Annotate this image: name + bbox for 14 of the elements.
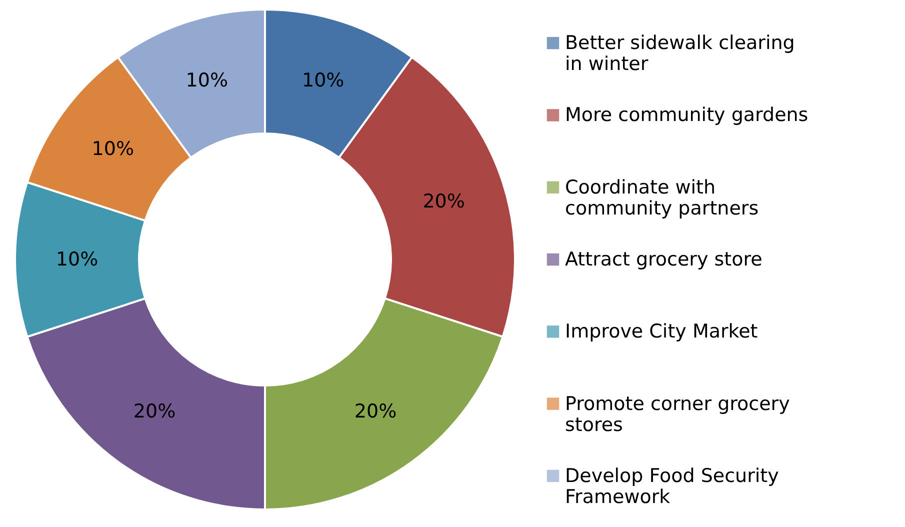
data-label: 10% xyxy=(302,70,344,92)
data-label: 20% xyxy=(422,190,465,212)
data-label: 20% xyxy=(354,400,397,423)
legend-label: Coordinate with community partners xyxy=(565,176,759,220)
legend-label: Better sidewalk clearing in winter xyxy=(565,32,795,76)
data-label: 10% xyxy=(92,138,134,160)
legend-label: Attract grocery store xyxy=(565,248,762,270)
data-label: 10% xyxy=(186,70,228,92)
data-label: 10% xyxy=(56,248,98,270)
data-label: 20% xyxy=(133,400,176,423)
legend-label: More community gardens xyxy=(565,104,808,126)
legend-label: Promote corner grocery stores xyxy=(565,392,790,436)
legend-label: Develop Food Security Framework xyxy=(565,464,779,508)
legend-label: Improve City Market xyxy=(565,320,758,343)
